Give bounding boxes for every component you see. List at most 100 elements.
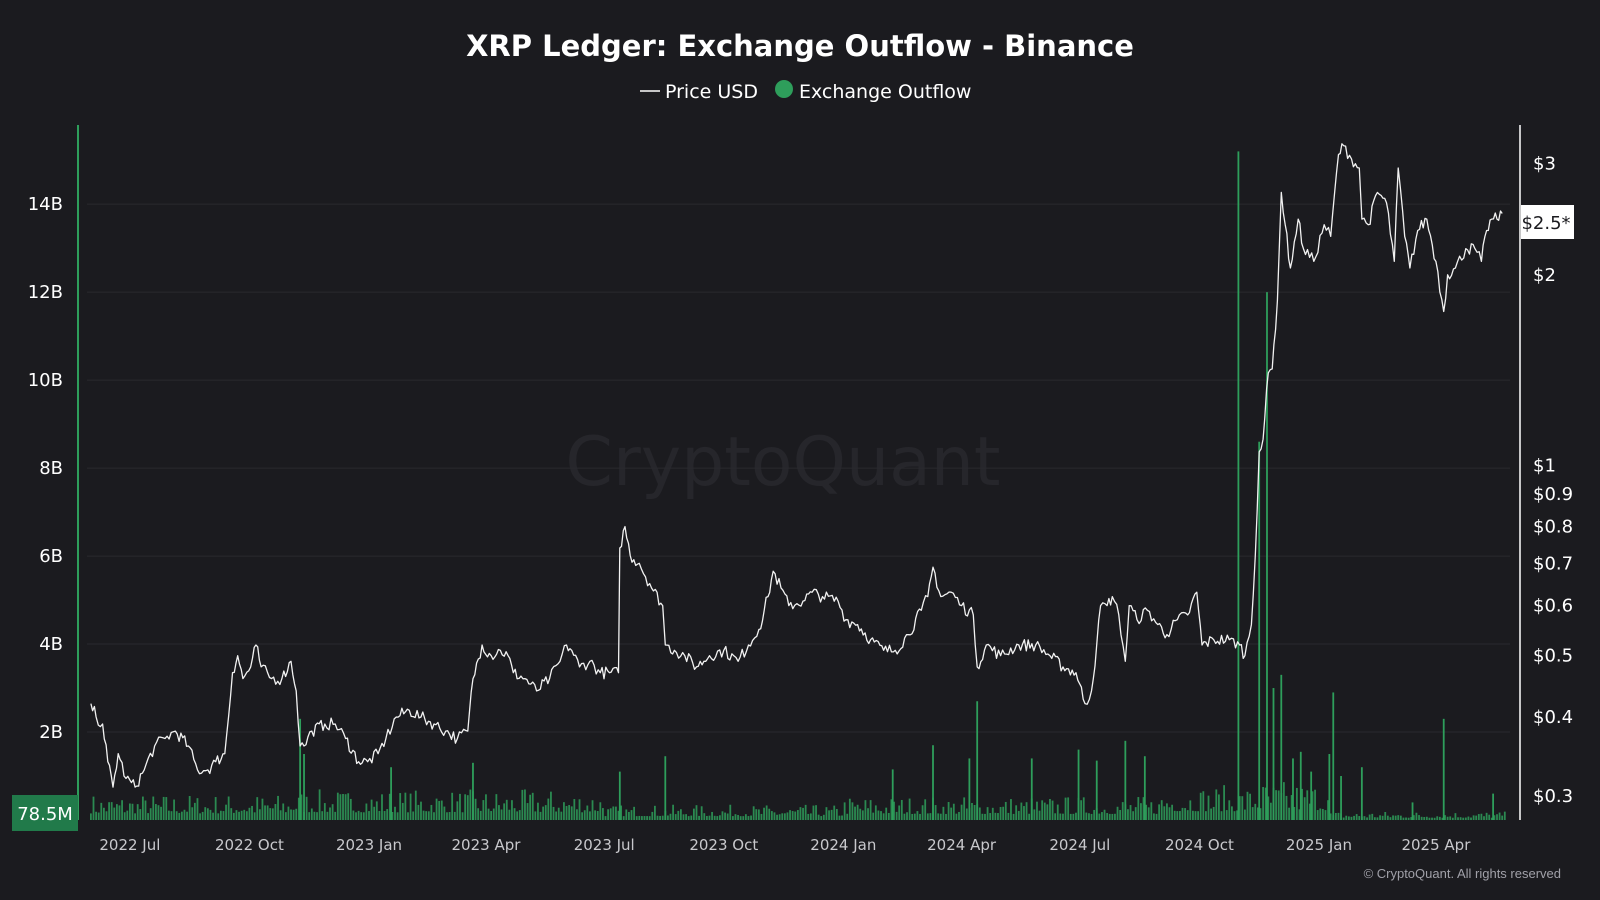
outflow-bar: [1379, 815, 1381, 820]
outflow-bar: [747, 816, 750, 820]
outflow-bar: [378, 810, 381, 820]
outflow-bar: [760, 813, 763, 820]
outflow-bar: [1082, 797, 1085, 820]
outflow-bar: [253, 812, 256, 820]
outflow-bar: [500, 809, 503, 820]
x-tick-label: 2024 Oct: [1165, 836, 1234, 854]
legend-item-price[interactable]: Price USD: [640, 81, 758, 103]
outflow-spike-bar: [299, 718, 302, 820]
outflow-bar: [851, 802, 854, 820]
x-tick-label: 2022 Oct: [215, 836, 284, 854]
outflow-bar: [1477, 814, 1480, 820]
outflow-bar: [950, 807, 953, 820]
left-current-value: 78.5M: [17, 804, 73, 825]
outflow-bar: [1199, 792, 1202, 820]
outflow-bar: [100, 802, 103, 820]
outflow-bar: [716, 816, 719, 820]
copyright-notice: © CryptoQuant. All rights reserved: [1364, 866, 1561, 881]
outflow-bar: [773, 812, 776, 820]
outflow-spike-bar: [976, 701, 979, 820]
outflow-spike-bar: [891, 769, 894, 820]
outflow-bar: [809, 813, 812, 820]
outflow-bar: [994, 812, 997, 820]
outflow-bar: [1106, 813, 1109, 820]
outflow-bar: [1171, 804, 1174, 820]
outflow-bar: [625, 809, 628, 820]
outflow-bar: [1358, 816, 1361, 820]
outflow-bar: [1168, 807, 1171, 820]
outflow-bar: [521, 789, 524, 820]
outflow-bar: [1288, 807, 1290, 820]
outflow-bar: [1215, 789, 1218, 820]
outflow-spike-bar: [390, 767, 392, 820]
outflow-bar: [394, 806, 396, 820]
outflow-bar: [1249, 793, 1251, 820]
x-tick-label: 2024 Jul: [1049, 836, 1110, 854]
outflow-bar: [602, 808, 604, 820]
outflow-bar: [669, 813, 672, 820]
outflow-bar: [596, 811, 599, 820]
outflow-bar: [477, 808, 480, 820]
outflow-bar: [282, 803, 285, 820]
outflow-spike-bar: [1077, 749, 1080, 820]
outflow-bar: [295, 808, 298, 820]
outflow-bar: [1116, 806, 1119, 820]
outflow-bar: [739, 816, 742, 820]
outflow-bar: [578, 799, 581, 820]
outflow-bar: [227, 796, 230, 820]
outflow-bar: [1238, 796, 1241, 820]
outflow-bar: [1114, 813, 1116, 820]
outflow-bar: [778, 814, 781, 820]
outflow-bar: [430, 804, 433, 820]
legend-item-outflow[interactable]: Exchange Outflow: [775, 80, 971, 103]
outflow-bar: [984, 813, 986, 820]
outflow-bar: [89, 813, 92, 820]
price-line[interactable]: [90, 143, 1503, 788]
outflow-bar: [1436, 816, 1439, 820]
legend: Price USD Exchange Outflow: [640, 80, 971, 103]
outflow-bar: [854, 806, 856, 820]
outflow-bar: [290, 809, 292, 820]
outflow-bar: [300, 794, 303, 820]
outflow-bar: [1134, 807, 1137, 820]
outflow-bar: [464, 794, 467, 820]
outflow-spike-bar: [1258, 441, 1261, 820]
outflow-bar: [965, 808, 968, 820]
outflow-bar: [687, 816, 690, 820]
outflow-bar: [1425, 816, 1428, 820]
outflow-bar: [121, 800, 123, 820]
outflow-bar: [1189, 800, 1192, 820]
outflow-bar: [1111, 813, 1114, 820]
outflow-bar: [1386, 815, 1389, 820]
outflow-bars: [89, 151, 1506, 821]
outflow-bar: [1220, 811, 1223, 820]
outflow-bar: [516, 811, 519, 820]
outflow-bar: [565, 806, 568, 820]
outflow-bar: [1475, 815, 1478, 820]
outflow-bar: [492, 808, 495, 820]
outflow-spike-bar: [1332, 692, 1335, 820]
outflow-bar: [1441, 817, 1444, 820]
outflow-bar: [388, 793, 391, 820]
outflow-bar: [420, 801, 422, 820]
outflow-bar: [334, 811, 337, 820]
outflow-bar: [401, 802, 404, 820]
outflow-spike-bar: [1292, 758, 1294, 820]
outflow-bar: [232, 812, 235, 820]
outflow-bar: [511, 800, 513, 820]
outflow-bar: [1394, 815, 1397, 820]
outflow-bar: [755, 809, 758, 820]
outflow-bar: [417, 804, 420, 820]
outflow-bar: [830, 809, 833, 820]
outflow-bar: [386, 809, 389, 820]
outflow-spike-bar: [1340, 776, 1342, 820]
outflow-bar: [1067, 797, 1070, 820]
outflow-bar: [651, 811, 654, 820]
outflow-bar: [396, 812, 399, 820]
outflow-bar: [594, 810, 597, 820]
outflow-spike-bar: [618, 771, 621, 820]
outflow-spike-bar: [1266, 292, 1268, 821]
outflow-bar: [973, 804, 976, 820]
outflow-bar: [799, 807, 802, 820]
